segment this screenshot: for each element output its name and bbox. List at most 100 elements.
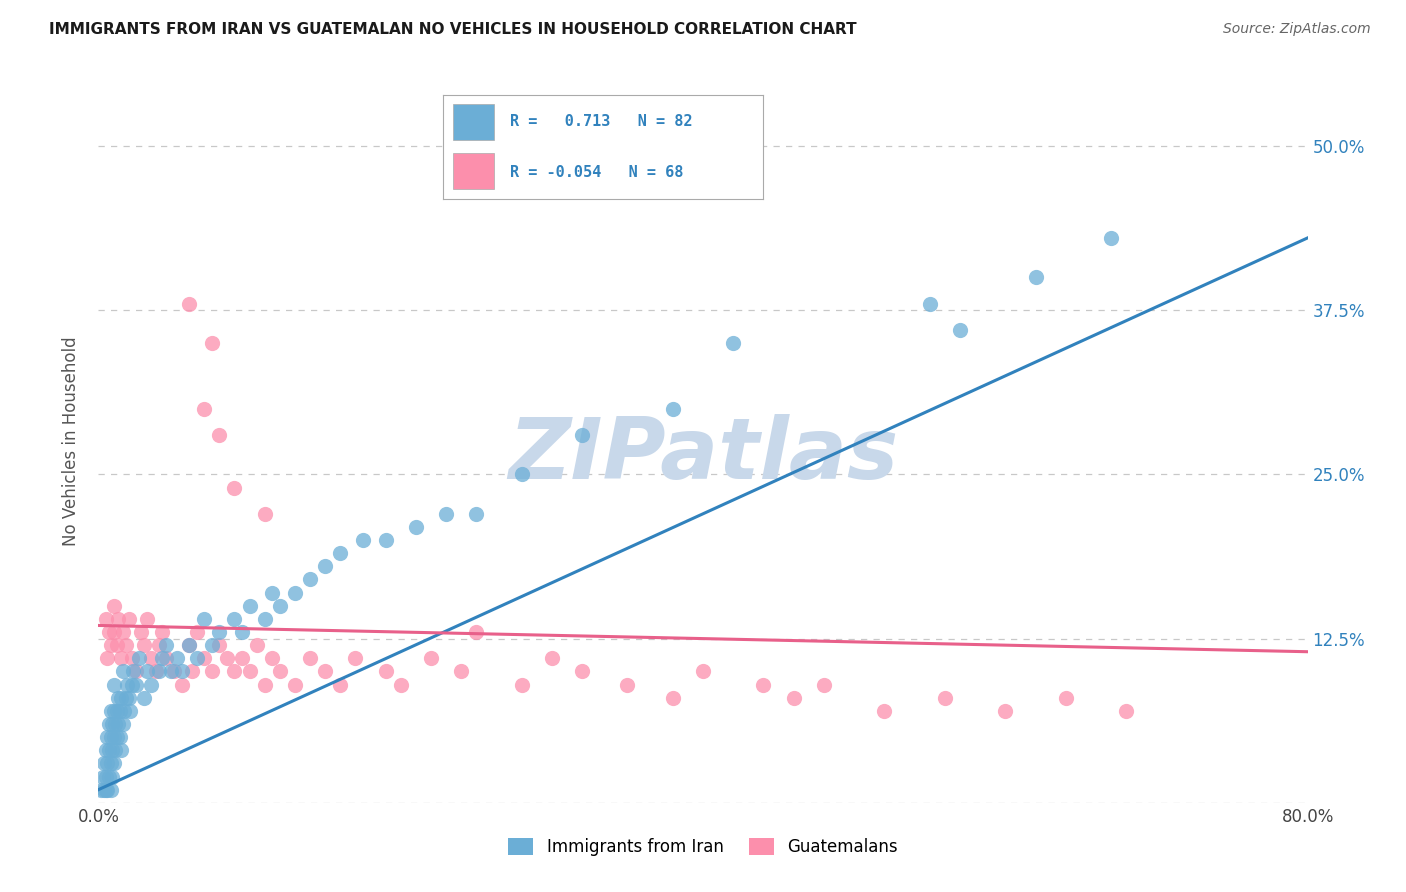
Point	[224, 665, 246, 679]
Point	[141, 677, 163, 691]
Point	[314, 665, 336, 679]
Point	[253, 612, 276, 626]
Point	[96, 756, 118, 771]
Point	[783, 690, 806, 705]
Point	[103, 599, 125, 613]
Point	[239, 599, 262, 613]
Point	[111, 717, 134, 731]
Point	[93, 782, 115, 797]
Point	[186, 625, 208, 640]
Point	[150, 625, 173, 640]
Point	[120, 704, 142, 718]
Point	[224, 481, 246, 495]
Point	[344, 651, 367, 665]
Y-axis label: No Vehicles in Household: No Vehicles in Household	[62, 336, 80, 547]
Point	[163, 665, 186, 679]
Point	[1099, 231, 1122, 245]
Point	[253, 507, 276, 521]
Point	[111, 625, 134, 640]
Point	[98, 770, 121, 784]
Point	[129, 625, 152, 640]
Point	[949, 323, 972, 337]
Point	[179, 638, 201, 652]
Point	[208, 638, 231, 652]
Point	[103, 756, 125, 771]
Point	[96, 651, 118, 665]
Point	[96, 730, 118, 744]
Point	[94, 612, 117, 626]
Point	[692, 665, 714, 679]
Point	[170, 665, 193, 679]
Point	[110, 690, 132, 705]
Point	[145, 665, 167, 679]
Point	[179, 638, 201, 652]
Point	[110, 743, 132, 757]
Text: Source: ZipAtlas.com: Source: ZipAtlas.com	[1223, 22, 1371, 37]
Point	[262, 651, 284, 665]
Point	[434, 507, 457, 521]
Point	[103, 677, 125, 691]
Point	[201, 336, 224, 351]
Point	[125, 677, 148, 691]
Point	[661, 690, 683, 705]
Point	[994, 704, 1017, 718]
Point	[201, 665, 224, 679]
Point	[135, 665, 157, 679]
Point	[193, 401, 215, 416]
Point	[571, 428, 593, 442]
Point	[148, 638, 170, 652]
Point	[231, 625, 253, 640]
Point	[1054, 690, 1077, 705]
Point	[103, 730, 125, 744]
Point	[100, 782, 122, 797]
Point	[101, 717, 124, 731]
Point	[193, 651, 215, 665]
Point	[450, 665, 472, 679]
Point	[160, 665, 183, 679]
Point	[510, 677, 533, 691]
Point	[111, 665, 134, 679]
Point	[105, 730, 128, 744]
Point	[1024, 270, 1046, 285]
Legend: Immigrants from Iran, Guatemalans: Immigrants from Iran, Guatemalans	[502, 831, 904, 863]
Point	[215, 651, 238, 665]
Text: ZIPatlas: ZIPatlas	[508, 415, 898, 498]
Point	[103, 625, 125, 640]
Point	[100, 638, 122, 652]
Point	[246, 638, 269, 652]
Point	[122, 665, 145, 679]
Point	[269, 665, 291, 679]
Point	[107, 690, 129, 705]
Point	[125, 665, 148, 679]
Point	[121, 677, 143, 691]
Point	[166, 651, 188, 665]
Point	[132, 638, 155, 652]
Point	[155, 651, 177, 665]
Point	[101, 770, 124, 784]
Point	[98, 743, 121, 757]
Point	[148, 665, 170, 679]
Point	[465, 625, 488, 640]
Point	[181, 665, 204, 679]
Point	[94, 782, 117, 797]
Point	[100, 756, 122, 771]
Point	[155, 638, 177, 652]
Point	[170, 677, 193, 691]
Point	[141, 651, 163, 665]
Point	[110, 651, 132, 665]
Point	[103, 704, 125, 718]
Point	[121, 651, 143, 665]
Point	[107, 717, 129, 731]
Point	[132, 690, 155, 705]
Point	[661, 401, 683, 416]
Point	[374, 665, 396, 679]
Point	[150, 651, 173, 665]
Point	[934, 690, 956, 705]
Point	[108, 704, 131, 718]
Text: IMMIGRANTS FROM IRAN VS GUATEMALAN NO VEHICLES IN HOUSEHOLD CORRELATION CHART: IMMIGRANTS FROM IRAN VS GUATEMALAN NO VE…	[49, 22, 856, 37]
Point	[314, 559, 336, 574]
Point	[135, 612, 157, 626]
Point	[107, 612, 129, 626]
Point	[224, 612, 246, 626]
Point	[118, 690, 141, 705]
